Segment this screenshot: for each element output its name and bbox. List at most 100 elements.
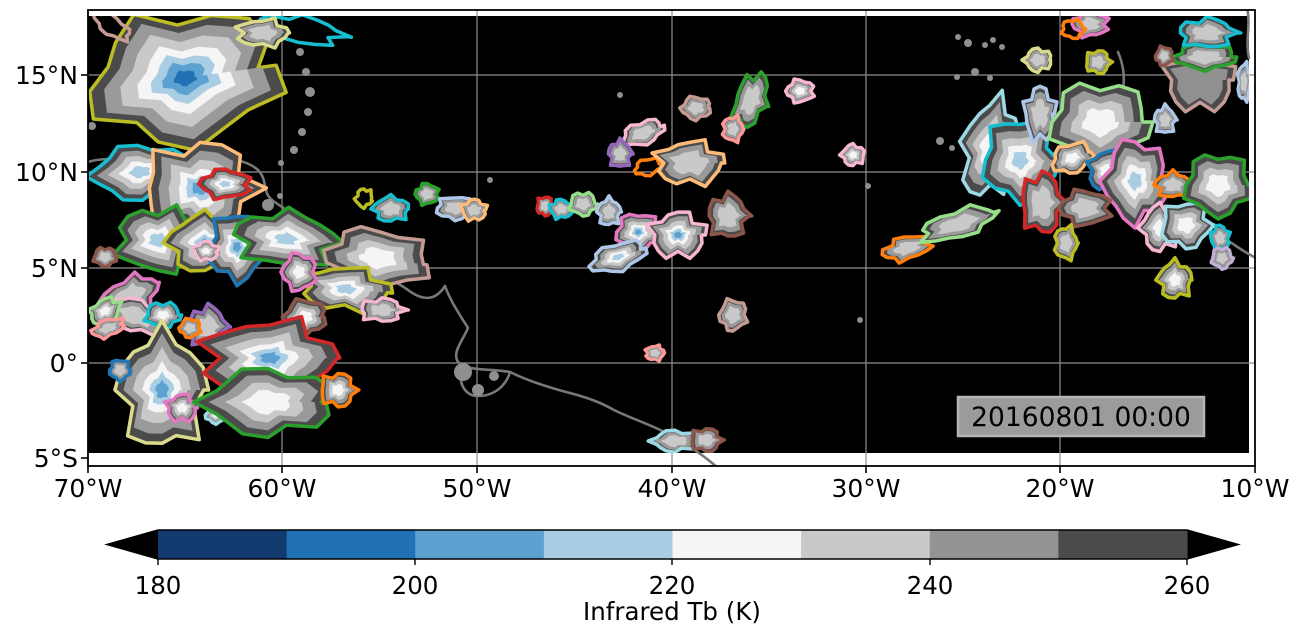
- island: [305, 87, 315, 97]
- cluster-outline: [1059, 17, 1088, 41]
- island: [262, 199, 274, 211]
- islands: [88, 16, 1109, 396]
- island: [302, 68, 310, 76]
- cloud-cluster: [643, 343, 667, 363]
- cloud-cluster: [91, 245, 119, 269]
- island: [489, 371, 499, 381]
- cluster-fill-level: [1029, 53, 1045, 67]
- x-tick-label: 20°W: [1025, 474, 1094, 503]
- cloud-cluster: [162, 392, 200, 424]
- colorbar-tick-label: 240: [907, 571, 954, 600]
- cluster-fill-level: [1186, 50, 1223, 65]
- cluster-fill-level: [1159, 50, 1169, 62]
- cloud-cluster: [606, 136, 635, 168]
- cluster-fill-level: [247, 24, 278, 42]
- cloud-cluster: [413, 181, 441, 208]
- cloud-cluster: [233, 16, 292, 50]
- axis-ticks: [81, 74, 1256, 473]
- cloud-cluster: [1160, 201, 1216, 251]
- island: [936, 137, 944, 145]
- coastline: [443, 284, 512, 398]
- y-tick-label: 5°S: [34, 444, 78, 473]
- cloud-cluster: [89, 316, 126, 341]
- cloud-cluster: [279, 250, 319, 294]
- cluster-fill-level: [128, 166, 151, 179]
- cluster-fill-level: [466, 204, 482, 217]
- cloud-cluster: [1208, 223, 1233, 254]
- cloud-cluster: [1050, 139, 1097, 175]
- colorbar-segment: [158, 530, 288, 559]
- cloud-cluster: [369, 192, 411, 223]
- cloud-cluster: [918, 203, 1001, 245]
- island: [304, 108, 312, 116]
- cloud-cluster: [644, 210, 709, 261]
- x-tick-label: 30°W: [831, 474, 900, 503]
- timestamp-text: 20160801 00:00: [971, 402, 1191, 433]
- cloud-cluster: [107, 358, 133, 384]
- island: [298, 128, 306, 136]
- island: [990, 37, 996, 43]
- cloud-cluster: [231, 205, 348, 267]
- cluster-fill-level: [274, 232, 300, 245]
- island: [454, 363, 472, 381]
- cluster-fill-level: [632, 125, 655, 140]
- cluster-fill-level: [698, 433, 717, 447]
- island: [954, 74, 960, 80]
- cluster-fill-level: [1091, 55, 1106, 69]
- cloud-cluster: [196, 167, 253, 202]
- cloud-cluster: [707, 189, 754, 238]
- colorbar-segment: [929, 530, 1059, 559]
- cluster-fill-level: [1159, 111, 1172, 127]
- cluster-fill-level: [602, 203, 616, 219]
- cluster-fill-level: [1030, 98, 1050, 131]
- cloud-cluster: [716, 296, 750, 333]
- cluster-fill-level: [725, 306, 742, 324]
- cluster-fill-level: [669, 150, 710, 176]
- x-tick-label: 70°W: [53, 474, 122, 503]
- island: [277, 193, 283, 199]
- cloud-cluster: [1084, 49, 1115, 76]
- cluster-fill-level: [1127, 171, 1142, 192]
- island: [857, 317, 863, 323]
- cluster-fill-level: [739, 84, 761, 115]
- colorbar-over-arrow: [1187, 530, 1238, 559]
- cluster-fill-level: [1031, 185, 1056, 219]
- cluster-fill-level: [198, 314, 221, 338]
- island: [999, 44, 1005, 50]
- cloud-cluster: [91, 16, 132, 44]
- cluster-outline: [91, 16, 132, 44]
- island: [296, 48, 304, 56]
- x-tick-label: 60°W: [247, 474, 316, 503]
- cluster-fill-level: [98, 322, 117, 335]
- x-tick-label: 40°W: [637, 474, 706, 503]
- cloud-cluster: [142, 300, 184, 330]
- cluster-fill-level: [332, 384, 346, 397]
- cluster-fill-level: [1070, 197, 1100, 219]
- cloud-cluster: [352, 187, 375, 211]
- cluster-fill-level: [335, 284, 357, 295]
- island: [971, 68, 979, 76]
- cluster-fill-level: [420, 188, 434, 201]
- cluster-fill-level: [156, 310, 170, 320]
- axis-tick-labels: 70°W 60°W 50°W 40°W 30°W 20°W 10°W 15°N 10°N 5°N 0…: [15, 61, 1290, 503]
- cloud-cluster: [650, 137, 727, 189]
- cluster-fill-level: [794, 86, 806, 96]
- cloud-cluster: [458, 197, 490, 223]
- island: [487, 177, 493, 183]
- cloud-cluster: [320, 371, 361, 409]
- cluster-fill-level: [1216, 252, 1229, 265]
- cluster-fill-level: [727, 121, 739, 137]
- colorbar-segment: [286, 530, 416, 559]
- cloud-cluster: [783, 77, 817, 105]
- cluster-fill-level: [1192, 23, 1226, 41]
- cloud-cluster: [837, 141, 866, 168]
- cluster-fill-level: [154, 379, 169, 398]
- cloud-cluster: [1020, 46, 1053, 75]
- cloud-cluster: [360, 296, 411, 323]
- cluster-fill-level: [232, 242, 242, 253]
- cluster-outline: [352, 187, 375, 211]
- cloud-cluster: [1169, 42, 1239, 74]
- y-tick-label: 0°: [50, 349, 78, 378]
- island: [964, 39, 972, 47]
- cluster-fill-level: [114, 364, 126, 377]
